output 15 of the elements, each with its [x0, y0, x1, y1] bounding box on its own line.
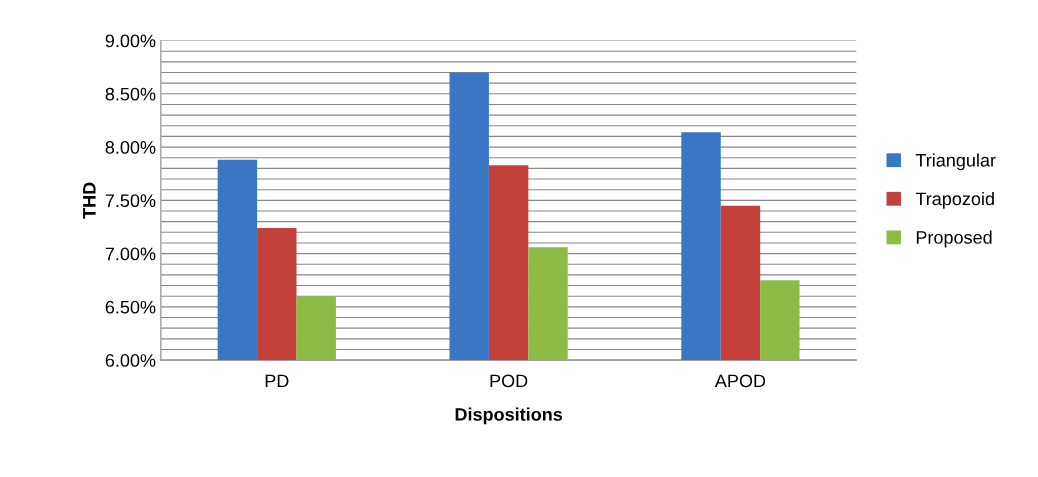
- y-tick-label: 8.50%: [105, 87, 156, 101]
- y-tick-label: 6.00%: [105, 354, 156, 367]
- y-tick-label: 8.00%: [105, 141, 156, 154]
- x-axis-title: Dispositions: [455, 407, 563, 425]
- x-tick-label: PD: [265, 374, 289, 388]
- x-tick-label: POD: [490, 374, 528, 388]
- x-tick-label: APOD: [714, 374, 766, 388]
- y-tick-label: 6.50%: [105, 300, 156, 314]
- y-tick-label: 9.00%: [105, 34, 156, 48]
- y-axis-title: THD: [83, 182, 96, 219]
- legend-label: Triangular: [915, 153, 996, 171]
- y-tick-label: 7.50%: [105, 194, 156, 208]
- legend-label: Proposed: [916, 230, 992, 248]
- legend-label: Trapozoid: [915, 191, 994, 209]
- y-tick-label: 7.00%: [105, 247, 156, 261]
